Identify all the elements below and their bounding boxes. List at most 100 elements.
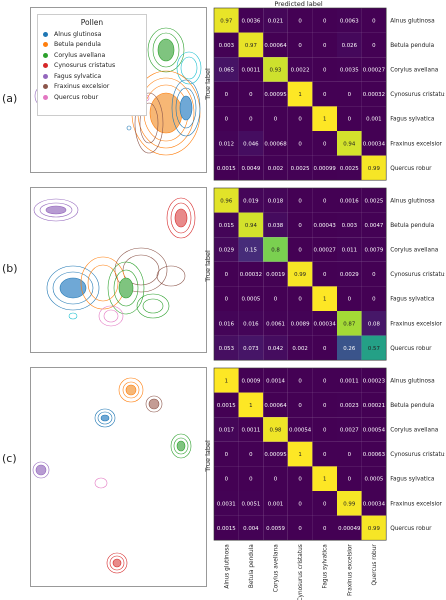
- cell-value-label: 0.0019: [266, 272, 285, 278]
- matrix-cell: [312, 515, 337, 541]
- matrix-cell: [312, 368, 337, 393]
- cell-value-label: 0.00095: [264, 452, 286, 458]
- matrix-cell: [214, 311, 239, 336]
- cell-value-label: 0.0009: [241, 378, 260, 384]
- confusion-matrix-svg-b: 0.96 0.019 0.018 0 0 0.0016 0.0025 Alnus glutin…: [213, 187, 445, 361]
- matrix-cell: [312, 8, 337, 33]
- row-tick-label: Quercus robur: [390, 346, 432, 352]
- matrix-cell: [337, 81, 362, 107]
- matrix-cell: [361, 261, 387, 287]
- matrix-cell: [238, 466, 264, 491]
- cell-value-label: 0.0011: [241, 68, 260, 74]
- cell-value-label: 0.065: [219, 68, 234, 74]
- cell-value-label: 0.26: [343, 346, 356, 352]
- cell-value-label: 0.8: [271, 248, 280, 254]
- row-tick-label: Fraxinus excelsior: [390, 321, 442, 327]
- legend-label: Fraxinus excelsior: [54, 83, 110, 91]
- cell-value-label: 1: [323, 117, 326, 123]
- matrix-cell: [287, 311, 313, 336]
- matrix-cell: [214, 335, 239, 361]
- cell-value-label: 0.00095: [264, 92, 286, 98]
- matrix-cell: [287, 286, 313, 311]
- matrix-cell: [361, 491, 387, 516]
- cell-value-label: 0.00032: [363, 92, 385, 98]
- matrix-cell: [312, 261, 337, 287]
- confusion-matrix-svg-a: 0.97 0.0036 0.021 0 0 0.0063 0 Alnus glutinosa 0…: [213, 7, 445, 181]
- cell-value-label: 0: [298, 223, 302, 229]
- matrix-cell: [312, 131, 337, 156]
- matrix-cell: [287, 491, 313, 516]
- cell-value-label: 0: [298, 378, 302, 384]
- cell-value-label: 0.016: [219, 321, 235, 327]
- legend-item-cynosurus: Cynosurus cristatus: [38, 61, 146, 72]
- column-tick-label: Corylus avellana: [274, 544, 280, 593]
- matrix-cell: [361, 466, 387, 491]
- matrix-cell: [337, 32, 362, 58]
- cell-value-label: 0.011: [342, 248, 357, 254]
- cell-value-label: 0.00063: [363, 452, 385, 458]
- matrix-cell: [287, 212, 313, 238]
- row-tick-label: Alnus glutinosa: [390, 378, 435, 384]
- cell-value-label: 0: [372, 297, 376, 303]
- legend-dot-icon: [43, 84, 48, 90]
- cell-value-label: 1: [323, 477, 326, 483]
- cell-value-label: 0.0089: [291, 321, 310, 327]
- cell-value-label: 0.94: [245, 223, 258, 229]
- legend-title: Pollen: [80, 18, 104, 27]
- cell-value-label: 1: [298, 452, 301, 458]
- cell-value-label: 0.0011: [241, 428, 260, 434]
- cell-value-label: 1: [323, 297, 326, 303]
- legend-dot-icon: [43, 63, 48, 69]
- true-label-b: True label: [204, 250, 212, 282]
- matrix-cell: [263, 491, 288, 516]
- matrix-cell: [287, 368, 313, 393]
- matrix-cell: [361, 57, 387, 82]
- matrix-cell: [312, 466, 337, 491]
- matrix-cell: [312, 441, 337, 467]
- matrix-cell: [238, 237, 264, 262]
- cell-value-label: 0: [372, 18, 376, 24]
- cell-value-label: 0: [225, 117, 229, 123]
- cell-value-label: 0: [348, 92, 352, 98]
- matrix-cell: [361, 188, 387, 213]
- matrix-cell: [287, 392, 313, 418]
- row-tick-label: Alnus glutinosa: [390, 198, 435, 204]
- matrix-cell: [214, 212, 239, 238]
- matrix-cell: [337, 261, 362, 287]
- matrix-cell: [287, 237, 313, 262]
- matrix-cell: [337, 417, 362, 442]
- matrix-cell: [263, 57, 288, 82]
- matrix-cell: [361, 515, 387, 541]
- cell-value-label: 0.00034: [363, 141, 386, 147]
- matrix-cell: [263, 106, 288, 131]
- matrix-cell: [263, 212, 288, 238]
- cell-value-label: 0.0011: [340, 378, 359, 384]
- cell-value-label: 0.93: [269, 68, 281, 74]
- row-tick-label: Fagus sylvatica: [390, 117, 435, 123]
- cell-value-label: 0.99: [368, 166, 381, 172]
- matrix-cell: [361, 441, 387, 467]
- cell-value-label: 0: [323, 526, 327, 532]
- matrix-cell: [214, 417, 239, 442]
- cell-value-label: 0.00054: [363, 428, 386, 434]
- matrix-cell: [361, 237, 387, 262]
- cell-value-label: 0.00032: [240, 272, 262, 278]
- cell-value-label: 0.0029: [340, 272, 359, 278]
- matrix-cell: [312, 57, 337, 82]
- cell-value-label: 0.00049: [338, 526, 361, 532]
- matrix-cell: [337, 8, 362, 33]
- cell-value-label: 0.0047: [364, 223, 383, 229]
- legend-dot-icon: [43, 94, 48, 100]
- cell-value-label: 0.00027: [314, 248, 336, 254]
- matrix-cell: [238, 392, 264, 418]
- legend-item-corylus: Corylus avellana: [38, 50, 146, 61]
- matrix-cell: [337, 466, 362, 491]
- row-tick-label: Corylus avellana: [390, 68, 439, 74]
- cell-value-label: 0.002: [292, 346, 307, 352]
- matrix-cell: [287, 32, 313, 58]
- legend: Pollen Alnus glutinosa Betula pendula Co…: [37, 14, 147, 116]
- matrix-cell: [263, 155, 288, 181]
- cell-value-label: 1: [225, 378, 228, 384]
- matrix-cell: [337, 441, 362, 467]
- matrix-cell: [312, 212, 337, 238]
